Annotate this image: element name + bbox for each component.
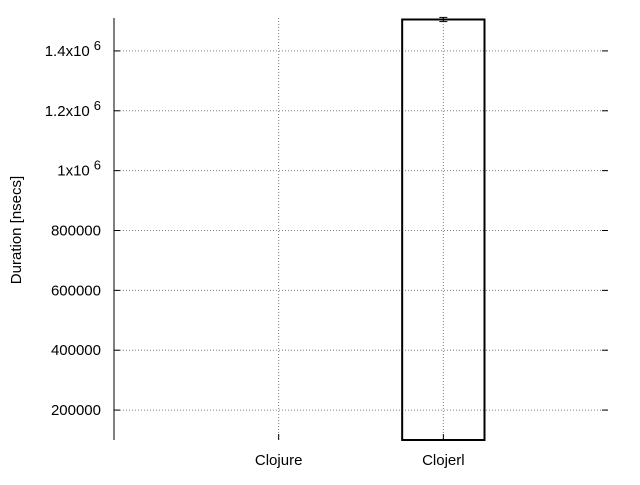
x-tick-label: Clojure xyxy=(255,452,303,469)
y-tick-label: 400000 xyxy=(51,342,101,359)
y-tick-label: 1x10 6 xyxy=(57,158,101,180)
y-tick-exponent: 6 xyxy=(94,38,101,53)
grid-layer xyxy=(114,18,608,440)
y-axis-label: Duration [nsecs] xyxy=(8,176,25,284)
y-tick-exponent: 6 xyxy=(94,98,101,113)
y-tick-exponent: 6 xyxy=(94,158,101,173)
axis-layer: 200000 400000 600000 800000 1x10 6 1.2x10 6 1.4x… xyxy=(45,18,608,469)
y-tick-label: 600000 xyxy=(51,282,101,299)
y-tick-label: 800000 xyxy=(51,222,101,239)
marks-layer xyxy=(401,16,486,441)
bar xyxy=(401,18,486,441)
y-tick-label: 1.2x10 6 xyxy=(45,98,101,120)
y-tick-label: 1.4x10 6 xyxy=(45,38,101,60)
x-tick-label: Clojerl xyxy=(422,452,465,469)
y-tick-label: 200000 xyxy=(51,402,101,419)
